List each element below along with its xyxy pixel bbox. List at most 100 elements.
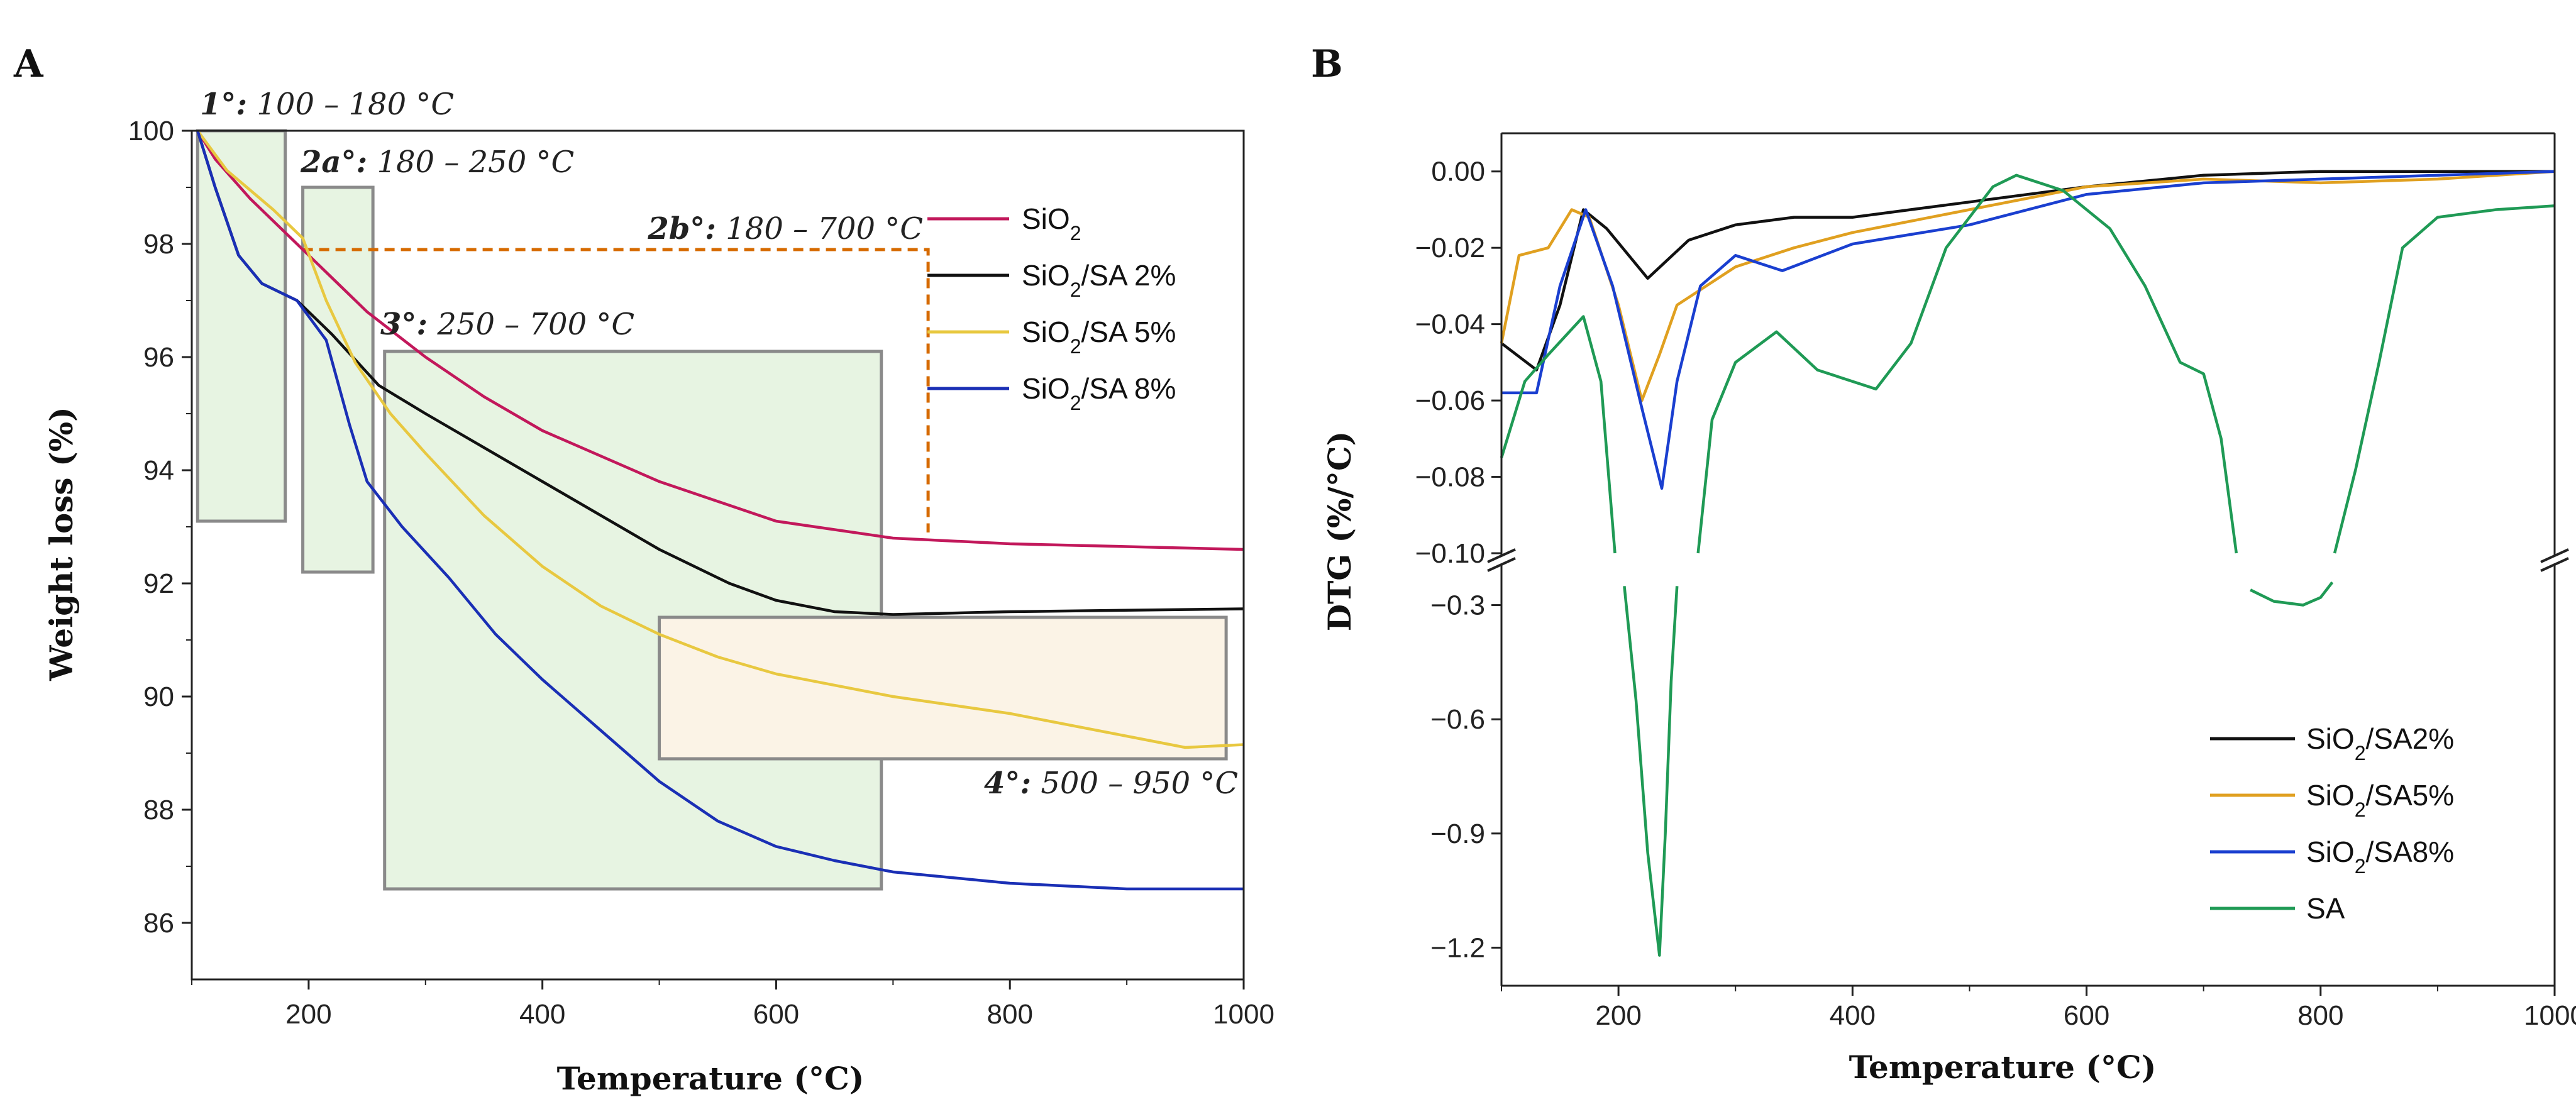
legend-b-label-sio2-sa5-tail: /SA5% bbox=[2365, 779, 2454, 812]
panel-a-x-axis-title: Temperature (°C) bbox=[557, 1060, 865, 1097]
y-tick-label-98: 98 bbox=[143, 229, 174, 260]
y-tick-label-88: 88 bbox=[143, 795, 174, 825]
panel-a-x-ticks: 200 400 600 800 1000 bbox=[191, 979, 1274, 1030]
panel-a-dashed-region bbox=[302, 248, 930, 532]
panel-b-y-ticks: 0.00 −0.02 −0.04 −0.06 −0.08 −0.10 −0.3 −0.6 −0.… bbox=[1415, 157, 1501, 963]
panel-a-plot-frame bbox=[191, 130, 1245, 981]
series-sio2-sa2 bbox=[1500, 170, 2555, 372]
series-sa-upper-1 bbox=[1696, 174, 2238, 554]
legend-b-label-sio2-sa8-sub: 2 bbox=[2355, 855, 2366, 878]
panel-b-label: B bbox=[1311, 42, 1343, 86]
legend-b-label-sio2-sa2-sub: 2 bbox=[2355, 742, 2366, 764]
y-tick-label-100: 100 bbox=[128, 116, 174, 146]
x-tick-label-200: 200 bbox=[285, 999, 331, 1030]
b-upper-y-tick-label-3: −0.06 bbox=[1415, 385, 1485, 416]
b-upper-y-tick-label-2: −0.04 bbox=[1415, 309, 1485, 340]
legend-b-label-sio2-sa5-sub: 2 bbox=[2355, 798, 2366, 821]
panel-b-plot-frame bbox=[1487, 132, 2569, 987]
x-tick-label-400: 400 bbox=[519, 999, 565, 1030]
legend-a-label-sio2-sa-8-sub: 2 bbox=[1070, 392, 1081, 414]
panel-a-y-axis-title: Weight loss (%) bbox=[43, 407, 80, 681]
series-sio2-sa-5 bbox=[196, 130, 1244, 749]
legend-b-label-sio2-sa8-tail: /SA8% bbox=[2365, 835, 2454, 868]
region-stage-4 bbox=[658, 615, 1228, 761]
legend-b-label-sio2-sa2-tail: /SA2% bbox=[2365, 722, 2454, 755]
legend-a-label-sio2-sa-5-sub: 2 bbox=[1070, 335, 1081, 358]
annotation-stage-1-stage: 1°: bbox=[200, 87, 247, 122]
region-stage-1 bbox=[196, 129, 287, 523]
panel-b-x-axis-title: Temperature (°C) bbox=[1849, 1049, 2157, 1086]
annotation-stage-3-stage: 3°: bbox=[380, 307, 428, 342]
series-sio2 bbox=[196, 130, 1244, 551]
series-sio2-sa-8 bbox=[196, 130, 1244, 891]
annotation-stage-1-range: 100 – 180 °C bbox=[247, 87, 454, 122]
legend-b-label-sa-main: SA bbox=[2306, 892, 2345, 925]
b-upper-y-tick-label-5: −0.10 bbox=[1415, 538, 1485, 569]
b-lower-y-tick-label-1: −0.6 bbox=[1430, 704, 1485, 735]
b-lower-y-tick-label-2: −0.9 bbox=[1430, 819, 1485, 849]
panel-b-legend: SiO2/SA2%SiO2/SA5%SiO2/SA8%SA bbox=[2210, 722, 2454, 925]
b-x-tick-label-400: 400 bbox=[1830, 1000, 1876, 1031]
b-upper-y-tick-label-4: −0.08 bbox=[1415, 462, 1485, 493]
panel-a-label: A bbox=[13, 42, 44, 86]
panel-b: B 200 400 600 800 1000 0.00 −0.02 −0.04 −0.06 −0… bbox=[1311, 42, 2576, 1086]
legend-b-label-sa: SA bbox=[2306, 892, 2345, 925]
legend-b-label-sio2-sa2: SiO2/SA2% bbox=[2306, 722, 2454, 764]
x-tick-label-800: 800 bbox=[987, 999, 1033, 1030]
axis-break-right-1 bbox=[2540, 548, 2569, 563]
y-tick-label-92: 92 bbox=[143, 568, 174, 599]
panel-a-y-ticks: 86 88 90 92 94 96 98 100 bbox=[128, 116, 192, 939]
legend-a-label-sio2-sa-2-tail: /SA 2% bbox=[1081, 259, 1176, 292]
annotation-stage-2b: 2b°: 180 – 700 °C bbox=[647, 211, 923, 246]
b-x-tick-label-1000: 1000 bbox=[2524, 1000, 2576, 1031]
legend-a-label-sio2-sa-8-main: SiO bbox=[1022, 372, 1070, 405]
y-tick-label-96: 96 bbox=[143, 342, 174, 373]
panel-b-y-axis-title: DTG (%/°C) bbox=[1321, 431, 1358, 632]
legend-b-label-sio2-sa2-main: SiO bbox=[2306, 722, 2355, 755]
x-tick-label-1000: 1000 bbox=[1213, 999, 1274, 1030]
b-x-tick-label-200: 200 bbox=[1595, 1000, 1641, 1031]
panel-a: A 200 400 600 800 1000 86 88 90 92 94 96 98 100 1°:… bbox=[13, 42, 1274, 1097]
legend-a-label-sio2-sa-2-sub: 2 bbox=[1070, 278, 1081, 301]
axis-break-left-1 bbox=[1487, 548, 1516, 563]
legend-a-label-sio2-sub: 2 bbox=[1070, 222, 1081, 245]
legend-b-label-sio2-sa8-main: SiO bbox=[2306, 835, 2355, 868]
b-upper-y-tick-label-0: 0.00 bbox=[1431, 157, 1485, 187]
b-lower-y-tick-label-3: −1.2 bbox=[1430, 932, 1485, 963]
annotation-stage-2a-range: 180 – 250 °C bbox=[367, 145, 574, 180]
annotation-stage-4-range: 500 – 950 °C bbox=[1031, 766, 1238, 801]
series-sa-lower-0 bbox=[1623, 586, 1679, 957]
y-tick-label-86: 86 bbox=[143, 908, 174, 939]
legend-b-label-sio2-sa5-main: SiO bbox=[2306, 779, 2355, 812]
legend-a-label-sio2-main: SiO bbox=[1022, 202, 1070, 235]
annotation-stage-3-range: 250 – 700 °C bbox=[428, 307, 634, 342]
annotation-stage-4-stage: 4°: bbox=[984, 766, 1031, 801]
b-x-tick-label-800: 800 bbox=[2297, 1000, 2343, 1031]
legend-a-label-sio2-sa-8-tail: /SA 8% bbox=[1081, 372, 1176, 405]
legend-b-label-sio2-sa5: SiO2/SA5% bbox=[2306, 779, 2454, 821]
legend-a-label-sio2-sa-8: SiO2/SA 8% bbox=[1022, 372, 1176, 414]
axis-break-right-2 bbox=[2540, 557, 2569, 572]
b-lower-y-tick-label-0: −0.3 bbox=[1430, 590, 1485, 621]
legend-a-label-sio2-sa-5: SiO2/SA 5% bbox=[1022, 316, 1176, 358]
series-sio2-sa8 bbox=[1501, 170, 2555, 490]
panel-a-series bbox=[196, 130, 1244, 891]
annotation-stage-3: 3°: 250 – 700 °C bbox=[380, 307, 634, 342]
series-sa-upper-2 bbox=[2333, 204, 2555, 554]
panel-b-x-ticks: 200 400 600 800 1000 bbox=[1501, 986, 2576, 1031]
series-sa-lower-1 bbox=[2250, 581, 2334, 607]
x-tick-label-600: 600 bbox=[753, 999, 799, 1030]
panel-b-series bbox=[1500, 170, 2555, 957]
b-upper-y-tick-label-1: −0.02 bbox=[1415, 233, 1485, 263]
annotation-stage-2a-stage: 2a°: bbox=[300, 145, 367, 180]
legend-a-label-sio2-sa-5-tail: /SA 5% bbox=[1081, 316, 1176, 348]
annotation-stage-4: 4°: 500 – 950 °C bbox=[984, 766, 1238, 801]
series-sio2-sa5 bbox=[1500, 170, 2555, 402]
y-tick-label-94: 94 bbox=[143, 455, 174, 486]
legend-a-label-sio2-sa-2: SiO2/SA 2% bbox=[1022, 259, 1176, 301]
annotation-stage-1: 1°: 100 – 180 °C bbox=[200, 87, 454, 122]
legend-a-label-sio2-sa-2-main: SiO bbox=[1022, 259, 1070, 292]
annotation-stage-2b-range: 180 – 700 °C bbox=[716, 211, 923, 246]
